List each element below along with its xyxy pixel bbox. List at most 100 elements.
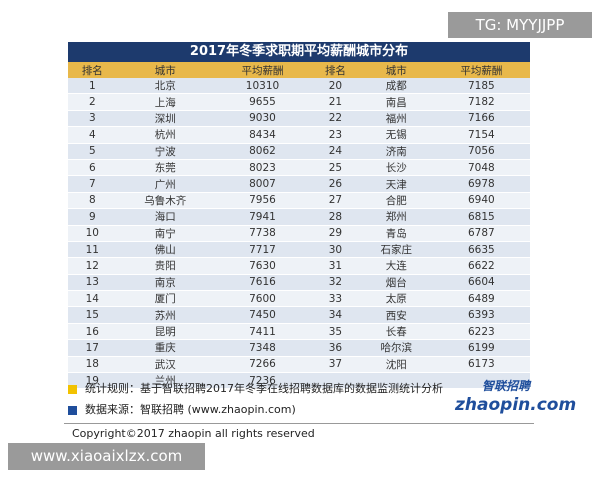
cell: 35 [311,323,360,341]
note-marker [68,384,77,394]
cell: 6787 [432,225,530,242]
table-row: 9 海口 7941 28 郑州 6815 [68,208,530,226]
cell: 7630 [213,257,312,275]
cell: 烟台 [359,274,433,292]
cell: 25 [311,159,360,177]
cell: 24 [311,143,360,160]
cell: 7056 [432,143,530,160]
cell: 7411 [213,323,312,341]
header-row: 排名 城市 平均薪酬 排名 城市 平均薪酬 [68,62,530,78]
cell: 西安 [359,306,433,324]
header-cell: 平均薪酬 [432,62,530,78]
note: 统计规则：基于智联招聘2017年冬季在线招聘数据库的数据监测统计分析 [68,380,443,396]
cell: 7738 [213,225,312,242]
cell: 6604 [432,274,530,292]
cell: 沈阳 [359,356,433,374]
cell: 28 [311,208,360,226]
cell: 6489 [432,290,530,308]
cell: 26 [311,175,360,193]
empty-cell [311,372,360,390]
cell: 济南 [359,143,433,160]
cell: 7048 [432,159,530,177]
cell: 长春 [359,323,433,341]
cell: 36 [311,339,360,357]
cell: 7717 [213,241,312,259]
table-row: 13 南京 7616 32 烟台 6604 [68,274,530,292]
note-text: 数据来源：智联招聘 (www.zhaopin.com) [85,403,296,416]
cell: 7956 [213,192,312,210]
cell: 14 [68,290,117,308]
cell: 20 [311,78,360,95]
cell: 南京 [116,274,214,292]
logo-site: zhaopin.com [455,395,577,415]
cell: 21 [311,93,360,111]
cell: 乌鲁木齐 [116,192,214,210]
cell: 北京 [116,78,214,95]
table-row: 16 昆明 7411 35 长春 6223 [68,323,530,341]
header-cell: 排名 [311,62,360,78]
salary-table: 排名 城市 平均薪酬 排名 城市 平均薪酬 1 北京 10310 20 成都 7185 2 上海 9655 2… [68,62,530,390]
cell: 6622 [432,257,530,275]
cell: 佛山 [116,241,214,259]
cell: 武汉 [116,356,214,374]
table-row: 5 宁波 8062 24 济南 7056 [68,143,530,160]
cell: 7166 [432,110,530,128]
table-row: 3 深圳 9030 22 福州 7166 [68,110,530,128]
cell: 19 [68,372,117,390]
note-text: 统计规则：基于智联招聘2017年冬季在线招聘数据库的数据监测统计分析 [85,382,443,395]
cell: 3 [68,110,117,128]
cell: 9 [68,208,117,226]
logo-brand: 智联招聘 [482,379,531,393]
cell: 8062 [213,143,312,160]
cell: 7 [68,175,117,193]
cell: 兰州 [116,372,214,390]
cell: 5 [68,143,117,160]
cell: 宁波 [116,143,214,160]
cell: 成都 [359,78,433,95]
header-cell: 排名 [68,62,117,78]
cell: 10 [68,225,117,242]
cell: 6940 [432,192,530,210]
divider [64,423,534,424]
cell: 33 [311,290,360,308]
watermark: TG: MYYJJPP [448,12,592,38]
cell: 8 [68,192,117,210]
cell: 9655 [213,93,312,111]
cell: 杭州 [116,126,214,144]
cell: 石家庄 [359,241,433,259]
table-row: 10 南宁 7738 29 青岛 6787 [68,225,530,242]
cell: 上海 [116,93,214,111]
cell: 哈尔滨 [359,339,433,357]
cell: 37 [311,356,360,374]
cell: 青岛 [359,225,433,242]
cell: 郑州 [359,208,433,226]
empty-cell [359,372,433,390]
table-row: 6 东莞 8023 25 长沙 7048 [68,159,530,177]
cell: 7348 [213,339,312,357]
cell: 16 [68,323,117,341]
table-row: 8 乌鲁木齐 7956 27 合肥 6940 [68,192,530,210]
cell: 南昌 [359,93,433,111]
cell: 海口 [116,208,214,226]
cell: 9030 [213,110,312,128]
cell: 6199 [432,339,530,357]
cell: 8007 [213,175,312,193]
cell: 6393 [432,306,530,324]
empty-cell [432,372,530,390]
cell: 贵阳 [116,257,214,275]
table-row: 12 贵阳 7630 31 大连 6622 [68,257,530,275]
cell: 2 [68,93,117,111]
cell: 7154 [432,126,530,144]
cell: 重庆 [116,339,214,357]
cell: 7266 [213,356,312,374]
cell: 15 [68,306,117,324]
cell: 南宁 [116,225,214,242]
cell: 18 [68,356,117,374]
cell: 6 [68,159,117,177]
cell: 太原 [359,290,433,308]
cell: 7182 [432,93,530,111]
cell: 17 [68,339,117,357]
cell: 23 [311,126,360,144]
header-cell: 城市 [359,62,433,78]
cell: 7616 [213,274,312,292]
